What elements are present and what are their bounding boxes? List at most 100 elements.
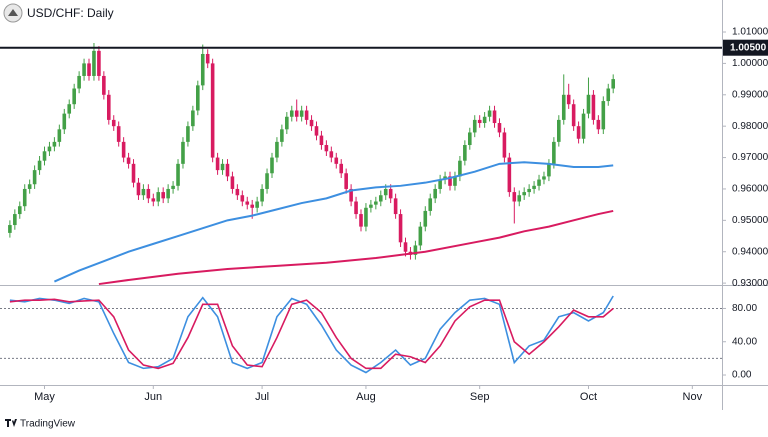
candle-body xyxy=(92,50,96,76)
candle-body xyxy=(606,88,611,102)
candle-body xyxy=(67,104,72,114)
candle-body xyxy=(131,163,136,183)
candle-body xyxy=(527,188,531,193)
candle-body xyxy=(477,119,482,124)
y-tick-label: 80.00 xyxy=(732,303,757,314)
candle-body xyxy=(245,201,250,205)
candle-body xyxy=(220,163,225,171)
candle-body xyxy=(47,146,52,152)
candle-body xyxy=(265,173,269,189)
candle-body xyxy=(289,110,294,117)
candle-body xyxy=(255,201,259,208)
candle-body xyxy=(166,188,170,199)
candle-body xyxy=(196,85,200,111)
price-label-box xyxy=(723,39,768,56)
candle-body xyxy=(591,94,596,120)
x-tick-label: May xyxy=(34,391,55,403)
x-tick-label: Aug xyxy=(356,391,376,403)
candle-body xyxy=(398,214,403,243)
y-tick-label: 40.00 xyxy=(732,336,757,347)
candle-body xyxy=(596,119,601,130)
candle-body xyxy=(329,151,334,158)
candle-body xyxy=(561,94,566,120)
candle-body xyxy=(235,188,240,196)
y-tick-label: 0.00 xyxy=(732,370,752,381)
footer-logo xyxy=(5,419,17,427)
candle-body xyxy=(32,170,37,185)
candle-body xyxy=(299,110,304,117)
candle-body xyxy=(87,63,91,76)
y-tick-label: 0.96000 xyxy=(732,184,768,195)
candle-body xyxy=(378,195,383,202)
candle-body xyxy=(319,135,324,146)
candle-body xyxy=(566,94,571,105)
y-tick-label: 0.94000 xyxy=(732,246,768,257)
x-tick-label: Oct xyxy=(580,391,597,403)
candle-body xyxy=(586,94,591,114)
candle-body xyxy=(611,79,616,89)
candle-body xyxy=(191,110,195,127)
candle-body xyxy=(552,141,556,164)
candle-body xyxy=(141,188,146,196)
candle-body xyxy=(171,185,175,189)
candle-body xyxy=(428,198,433,211)
candle-body xyxy=(388,188,393,199)
candle-body xyxy=(502,132,507,158)
candle-body xyxy=(542,176,546,180)
candle-body xyxy=(280,129,284,142)
candle-body xyxy=(547,163,551,177)
y-tick-label: 1.01000 xyxy=(732,27,768,38)
candle-body xyxy=(27,184,32,189)
candle-body xyxy=(270,157,274,174)
candle-body xyxy=(438,179,442,189)
candle-body xyxy=(314,126,319,136)
brand: TradingView xyxy=(20,419,76,430)
candle-body xyxy=(116,126,121,142)
candle-body xyxy=(176,163,180,186)
candle-body xyxy=(37,160,42,171)
y-tick-label: 1.00000 xyxy=(732,58,768,69)
candle-body xyxy=(403,242,408,252)
candle-body xyxy=(349,188,353,202)
candle-body xyxy=(507,157,512,193)
chart-title: USD/CHF: Daily xyxy=(27,6,114,20)
candle-body xyxy=(472,119,477,133)
candle-body xyxy=(102,75,106,95)
candle-body xyxy=(339,163,344,174)
candle-body xyxy=(448,176,452,186)
candle-body xyxy=(601,101,606,130)
candle-body xyxy=(200,53,205,86)
candle-body xyxy=(557,119,561,142)
candle-body xyxy=(433,188,437,199)
candle-body xyxy=(13,214,17,226)
stochastic-line xyxy=(9,295,614,374)
y-tick-label: 0.99000 xyxy=(732,89,768,100)
candle-body xyxy=(250,204,255,208)
candle-body xyxy=(285,116,289,130)
candle-body xyxy=(151,198,156,202)
candle-body xyxy=(215,157,220,171)
candle-body xyxy=(304,110,309,120)
candle-body xyxy=(393,198,398,215)
x-tick-label: Jun xyxy=(144,391,162,403)
candle-body xyxy=(146,188,151,199)
candle-body xyxy=(22,188,27,207)
x-tick-label: Nov xyxy=(683,391,703,403)
candle-body xyxy=(186,126,190,142)
candle-body xyxy=(571,104,576,127)
candle-body xyxy=(364,207,368,227)
candle-body xyxy=(344,173,348,189)
candle-body xyxy=(309,119,314,127)
candle-body xyxy=(374,201,378,205)
candle-body xyxy=(334,157,339,164)
candle-body xyxy=(77,75,81,89)
y-tick-label: 0.98000 xyxy=(732,121,768,132)
candle-body xyxy=(205,53,210,64)
candle-body xyxy=(532,185,536,189)
candle-body xyxy=(418,226,423,246)
candle-body xyxy=(275,141,279,158)
candle-body xyxy=(581,113,586,139)
candle-body xyxy=(82,63,86,76)
candle-body xyxy=(482,116,487,124)
